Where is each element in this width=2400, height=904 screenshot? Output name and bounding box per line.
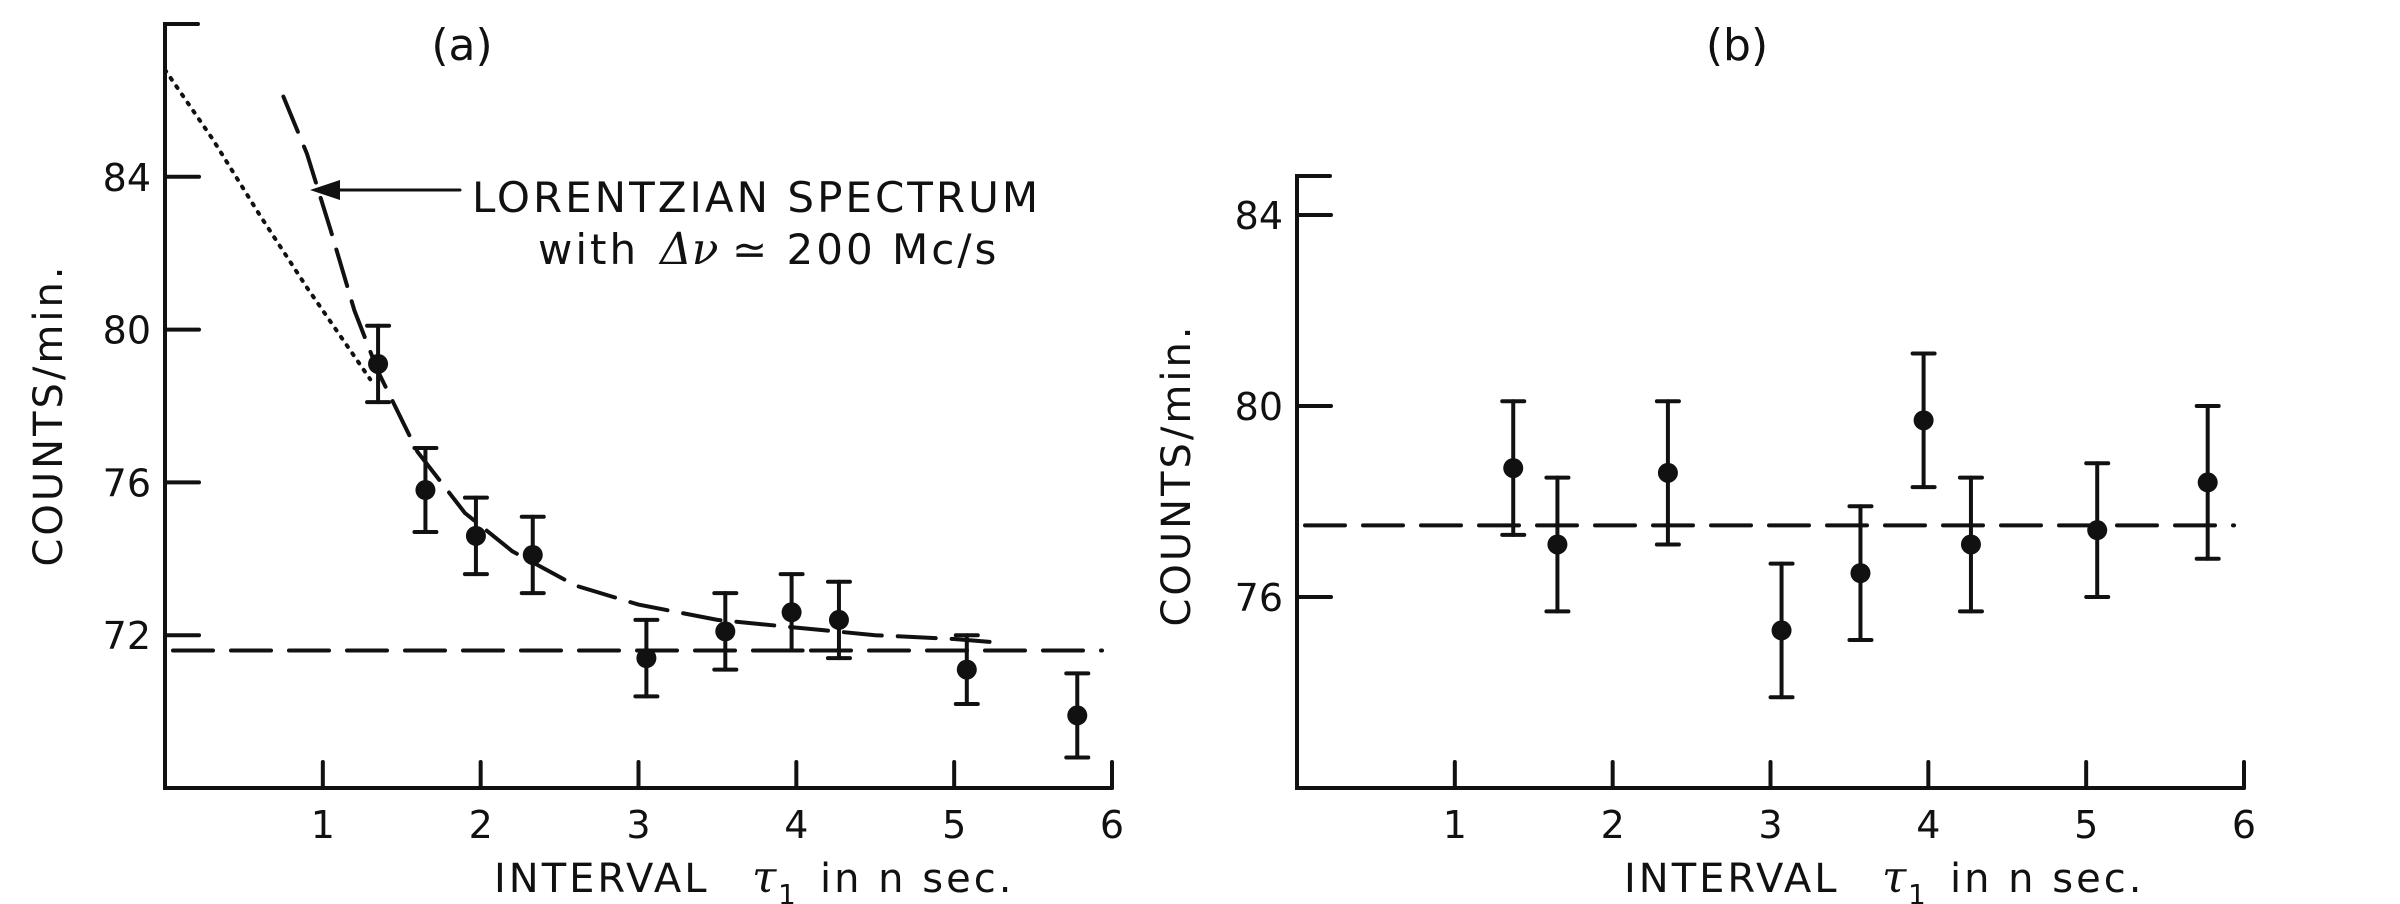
data-point-b [1654,399,1681,547]
data-marker [956,659,977,680]
data-point-b [1847,504,1874,642]
data-marker [465,525,486,546]
data-point-a [633,617,660,699]
data-point-a [365,323,392,405]
x-axis-label-b-unit: in n sec. [1950,856,2144,902]
x-axis-label-a: INTERVAL τ 1 in n sec. [494,852,1014,904]
data-marker [715,621,736,642]
x-tick-label-a: 4 [784,803,808,847]
points-b [1500,351,2221,700]
y-tick-label-a: 76 [103,461,151,505]
x-axis-label-b-subscript: 1 [1908,878,1926,904]
data-marker [1657,462,1678,483]
dotted-curve [163,67,373,382]
data-marker [1913,410,1934,431]
x-axis-label-b-text: INTERVAL [1624,856,1839,902]
x-tick-label-b: 1 [1443,803,1467,847]
data-marker [415,480,436,501]
y-tick-label-b: 84 [1235,194,1283,238]
y-tick-label-a: 80 [103,309,151,353]
data-marker [1547,534,1568,555]
lorentzian-annotation: LORENTZIAN SPECTRUM with Δν ≃ 200 Mc/s [310,173,1041,275]
data-point-a [1064,671,1091,760]
data-point-a [825,579,852,661]
x-tick-label-b: 6 [2232,803,2256,847]
x-tick-label-a: 1 [311,803,335,847]
x-tick-label-b: 4 [1916,803,1940,847]
x-tick-label-b: 5 [2074,803,2098,847]
x-axis-label-a-subscript: 1 [778,878,796,904]
lorentzian-curve [281,94,1004,645]
x-axis-label-a-symbol: τ [752,852,777,903]
data-marker [636,648,657,669]
curves-a [163,67,1104,653]
data-point-a [953,633,980,706]
x-axis-label-b-symbol: τ [1882,852,1907,903]
data-marker [1960,534,1981,555]
annotation-line2-prefix: with [538,225,639,274]
x-tick-label-b: 2 [1601,803,1625,847]
data-marker [368,353,389,374]
panel-b: (b) 1 2 3 4 5 6 76 80 84 COUNTS/min. INTERVAL τ … [1154,20,2256,904]
ticks-b: 1 2 3 4 5 6 76 80 84 [1235,194,2256,847]
data-marker [1503,458,1524,479]
panel-label-a: (a) [431,20,492,71]
annotation-line2-suffix: ≃ 200 Mc/s [732,225,999,274]
data-point-b [1957,475,1984,614]
panel-a: (a) 1 2 3 4 5 6 72 76 80 84 COUNTS/min. INTERVAL … [26,20,1124,904]
annotation-line1: LORENTZIAN SPECTRUM [472,173,1041,222]
annotation-arrow-head [310,180,340,200]
data-point-a [778,572,805,653]
data-point-b [1910,351,1937,490]
data-marker [1850,563,1871,584]
data-point-b [1500,399,1527,537]
y-tick-label-b: 80 [1235,385,1283,429]
data-marker [1771,620,1792,641]
data-point-b [1768,561,1795,700]
y-axis-label-a: COUNTS/min. [26,263,72,566]
x-axis-label-a-unit: in n sec. [820,856,1014,902]
points-a [365,323,1091,760]
y-tick-label-b: 76 [1235,576,1283,620]
y-axis-label-b: COUNTS/min. [1154,323,1200,626]
annotation-symbol: Δν [658,224,719,275]
data-point-a [462,495,489,577]
data-marker [2197,472,2218,493]
x-tick-label-a: 5 [942,803,966,847]
data-marker [828,609,849,630]
data-point-b [2084,461,2111,599]
data-marker [522,544,543,565]
data-marker [1067,705,1088,726]
data-marker [781,602,802,623]
x-tick-label-a: 2 [469,803,493,847]
data-point-b [1544,475,1571,614]
x-tick-label-b: 3 [1758,803,1782,847]
data-point-b [2194,404,2221,561]
x-tick-label-a: 3 [626,803,650,847]
x-tick-label-a: 6 [1100,803,1124,847]
panel-label-b: (b) [1706,20,1768,71]
y-tick-label-a: 72 [103,614,151,658]
data-point-a [712,591,739,672]
data-marker [2087,520,2108,541]
data-point-a [519,514,546,596]
y-tick-label-a: 84 [103,156,151,200]
x-axis-label-a-text: INTERVAL [494,856,709,902]
ticks-a: 1 2 3 4 5 6 72 76 80 84 [103,156,1124,847]
x-axis-label-b: INTERVAL τ 1 in n sec. [1624,852,2144,904]
data-point-a [412,446,439,535]
